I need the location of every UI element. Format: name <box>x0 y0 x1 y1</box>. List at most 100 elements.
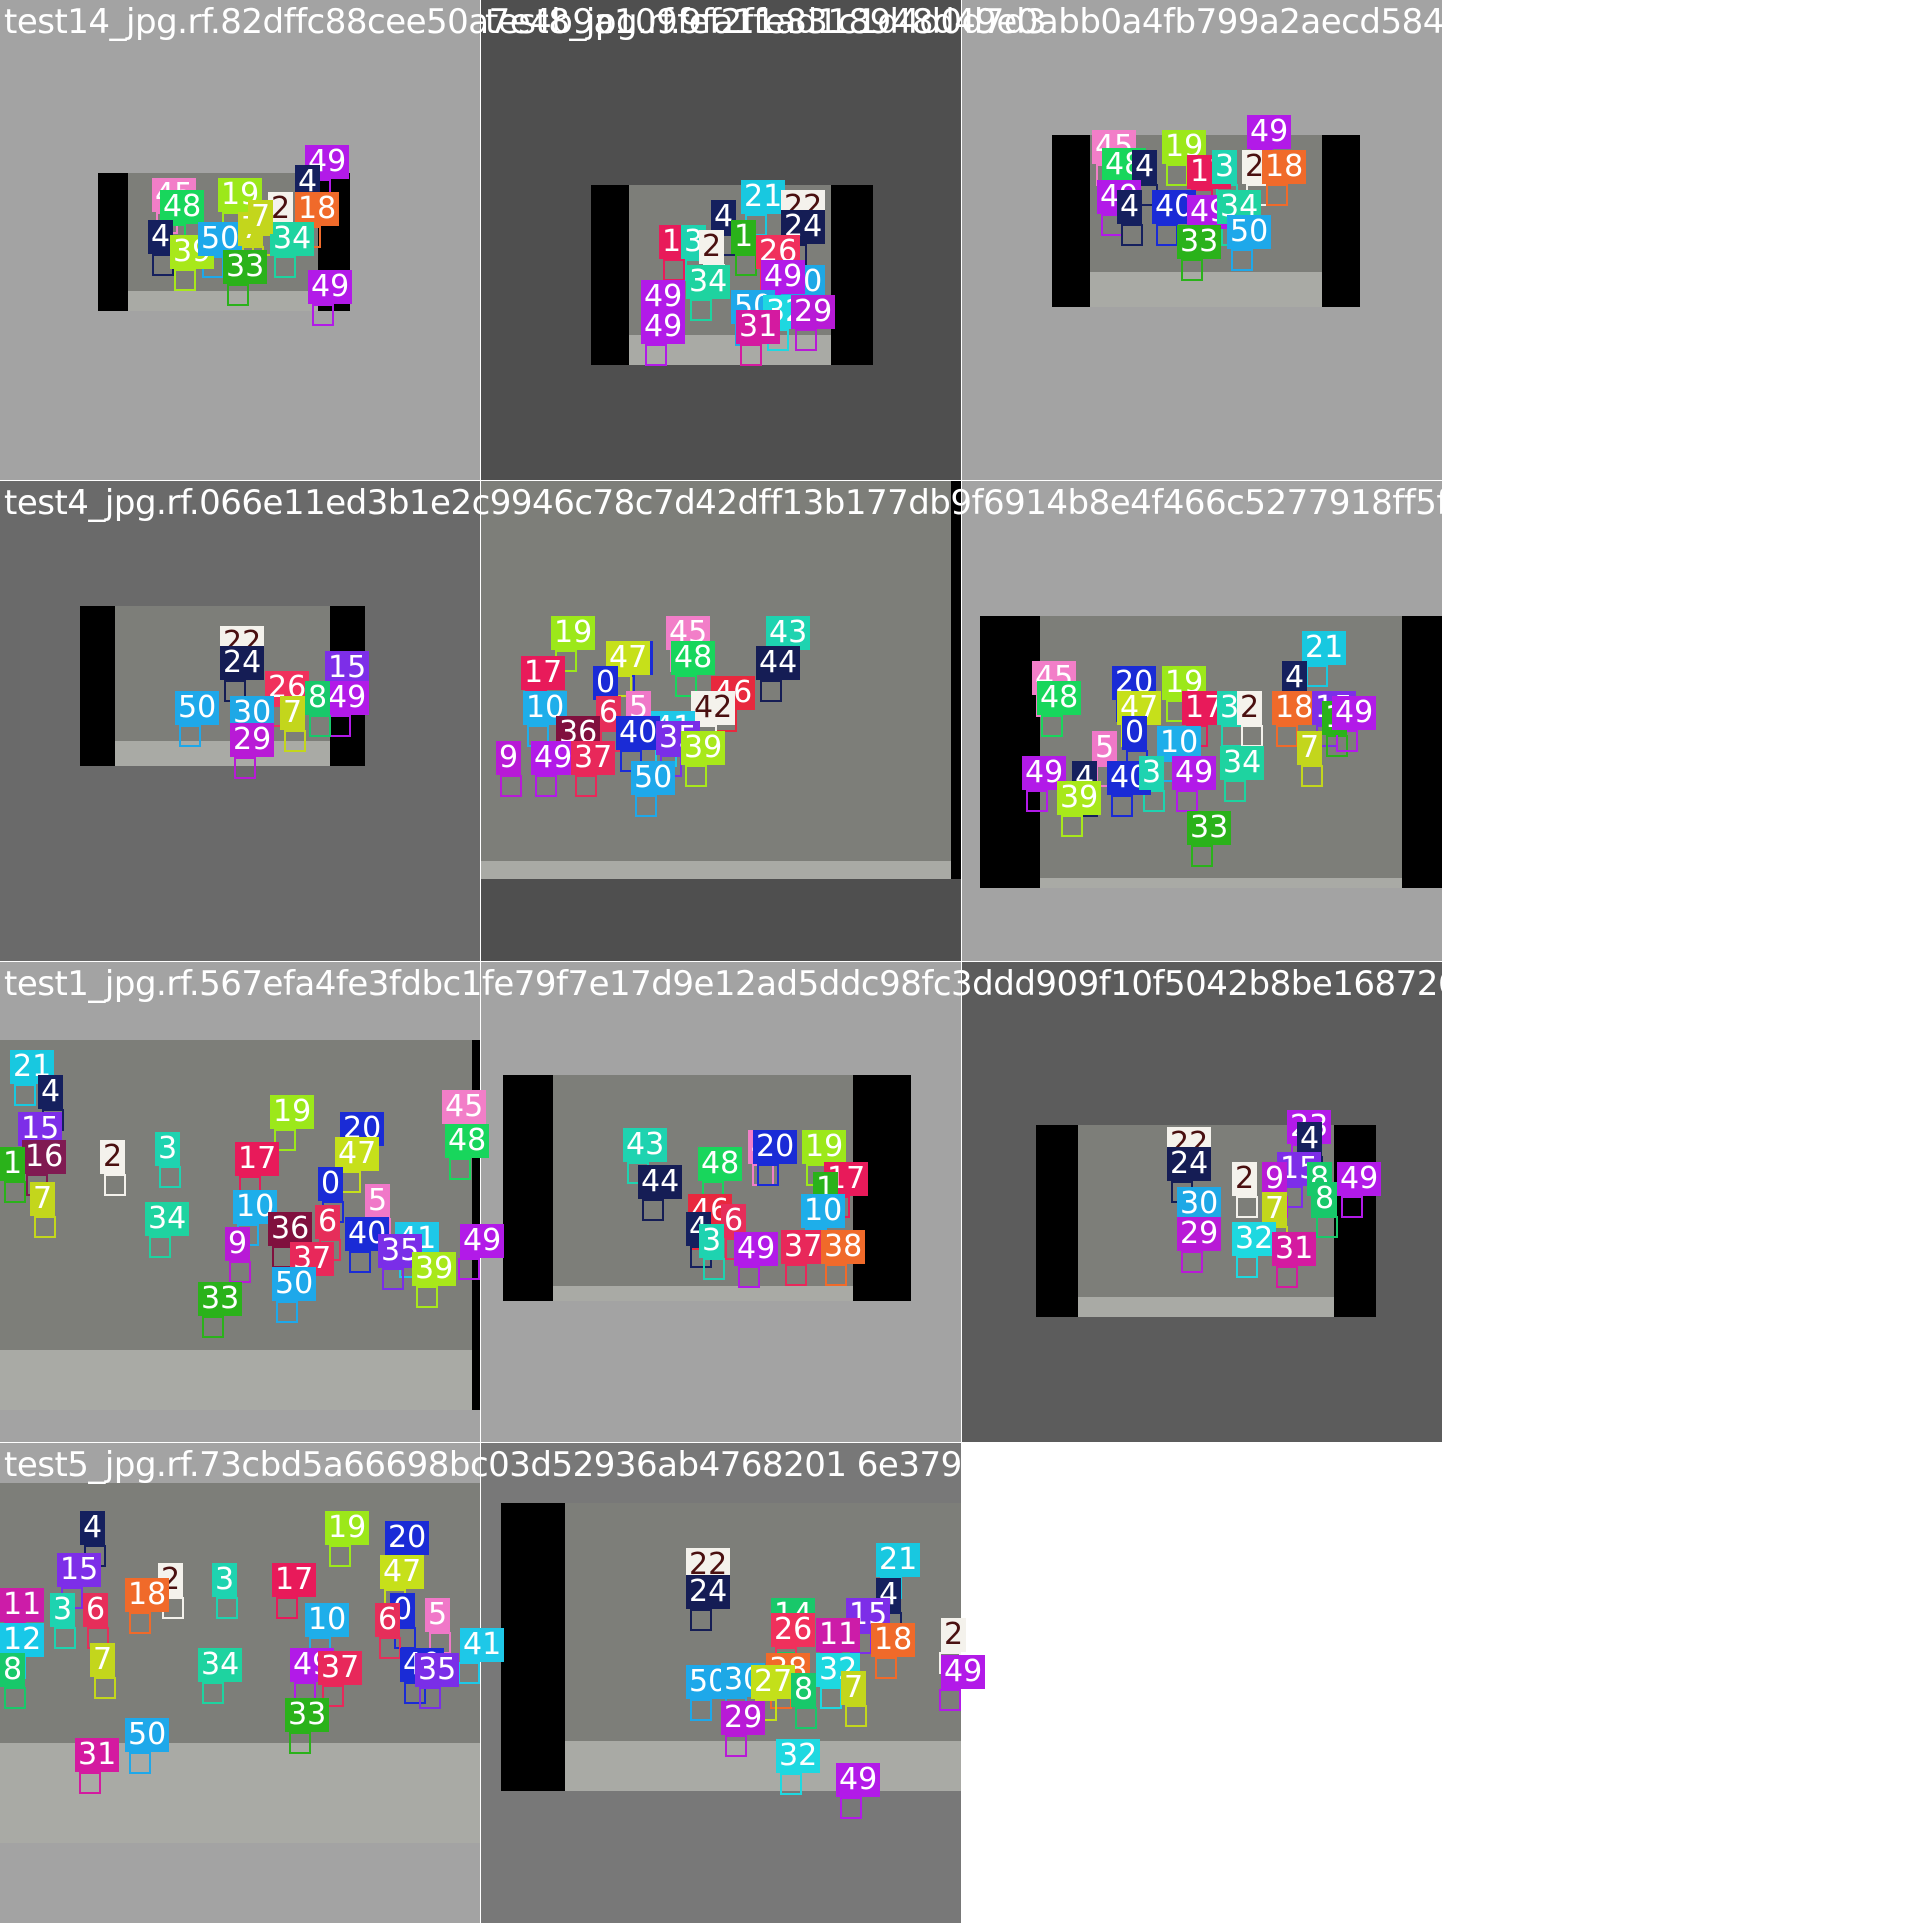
detection-label: 27 <box>751 1665 796 1699</box>
detection-label: 17 <box>272 1563 317 1597</box>
detection-box <box>329 1545 351 1567</box>
detection-label: 9 <box>496 741 522 775</box>
detection-box <box>1341 1196 1363 1218</box>
detection-label: 12 <box>0 1623 45 1657</box>
detection-box <box>274 1129 296 1151</box>
detection-box <box>703 1258 725 1280</box>
detection-box <box>94 1677 116 1699</box>
detection-label: 34 <box>686 265 731 299</box>
floor <box>80 741 365 766</box>
floor <box>0 1350 480 1410</box>
black-side-bar <box>1322 135 1360 307</box>
detection-box <box>274 256 296 278</box>
detection-label: 18 <box>125 1578 170 1612</box>
floor <box>98 291 350 311</box>
detection-box <box>276 1301 298 1323</box>
detection-label: 49 <box>836 1763 881 1797</box>
detection-label: 34 <box>270 222 315 256</box>
detection-label: 2 <box>699 230 725 264</box>
detection-box <box>575 775 597 797</box>
detection-label: 19 <box>270 1095 315 1129</box>
detection-label: 38 <box>821 1230 866 1264</box>
detection-box <box>202 1682 224 1704</box>
result-image-cell: 2144515192048161231747705341036640414993… <box>0 962 1692 1442</box>
detection-label: 7 <box>1297 731 1323 765</box>
detection-box <box>1166 164 1188 186</box>
black-side-bar <box>1402 616 1442 888</box>
detection-label: 49 <box>1247 115 1292 149</box>
result-image-cell: 4345201948441746141063493738 <box>481 962 961 1442</box>
detection-box <box>312 304 334 326</box>
detection-label: 4 <box>1282 661 1308 695</box>
result-image-cell: 232242415298498307293231 <box>962 962 1442 1442</box>
detection-label: 49 <box>941 1655 986 1689</box>
detection-label: 21 <box>10 1050 55 1084</box>
detection-label: 4 <box>711 200 737 234</box>
detection-box <box>1026 790 1048 812</box>
detection-label: 4 <box>148 220 174 254</box>
detection-box <box>322 1685 344 1707</box>
detection-label: 29 <box>230 723 275 757</box>
detection-label: 9 <box>1262 1162 1288 1196</box>
detection-box <box>825 1264 847 1286</box>
detection-box <box>14 1084 36 1106</box>
detection-label: 37 <box>571 741 616 775</box>
detection-label: 7 <box>248 200 274 234</box>
detection-label: 3 <box>699 1224 725 1258</box>
detection-box <box>329 715 351 737</box>
detection-label: 49 <box>1172 756 1217 790</box>
detection-box <box>735 254 757 276</box>
detection-label: 29 <box>791 295 836 329</box>
detection-label: 7 <box>841 1671 867 1705</box>
detection-label: 48 <box>698 1147 743 1181</box>
detection-label: 45 <box>442 1090 487 1124</box>
detection-label: 31 <box>736 310 781 344</box>
detection-label: 2 <box>941 1618 967 1652</box>
detection-box <box>229 1261 251 1283</box>
detection-label: 18 <box>871 1623 916 1657</box>
black-side-bar <box>503 1075 553 1301</box>
detection-label: 6 <box>375 1603 401 1637</box>
detection-label: 47 <box>380 1555 425 1589</box>
detection-label: 41 <box>460 1628 505 1662</box>
detection-label: 29 <box>721 1701 766 1735</box>
detection-box <box>289 1732 311 1754</box>
image-filename-title: test5_jpg.rf.73cbd5a66698bc03d52936ab476… <box>4 1445 1234 1485</box>
detection-box <box>1181 259 1203 281</box>
detection-label: 10 <box>801 1194 846 1228</box>
detection-label: 8 <box>791 1673 817 1707</box>
detection-box <box>1111 795 1133 817</box>
detection-label: 37 <box>781 1230 826 1264</box>
detection-box <box>1156 224 1178 246</box>
result-image-cell: 21422241732126493449304950322931test8_jp… <box>481 0 1047 480</box>
detection-box <box>34 1216 56 1238</box>
result-image-cell: 4945481941732184944049343350 <box>962 0 1442 480</box>
black-side-bar <box>1334 1125 1376 1317</box>
detection-box <box>276 1597 298 1619</box>
detection-label: 11 <box>816 1618 861 1652</box>
detection-label: 43 <box>623 1128 668 1162</box>
detection-label: 49 <box>1022 756 1067 790</box>
detection-label: 10 <box>305 1603 350 1637</box>
image-filename-title: test14_jpg.rf.82dffc88cee50a7e4b9a109fef… <box>4 2 1750 42</box>
detection-label: 5 <box>425 1598 451 1632</box>
floor <box>1052 272 1360 307</box>
detection-label: 34 <box>1220 746 1265 780</box>
detection-label: 50 <box>125 1718 170 1752</box>
detection-label: 4 <box>1117 190 1143 224</box>
black-side-bar <box>501 1503 565 1791</box>
detection-label: 0 <box>1122 716 1148 750</box>
detection-box <box>795 329 817 351</box>
detection-label: 5 <box>1092 731 1118 765</box>
detection-label: 24 <box>1167 1147 1212 1181</box>
detection-label: 3 <box>212 1563 238 1597</box>
detection-box <box>174 269 196 291</box>
detection-label: 7 <box>90 1643 116 1677</box>
detection-box <box>179 725 201 747</box>
detection-box <box>1266 184 1288 206</box>
detection-label: 39 <box>1057 781 1102 815</box>
floor <box>591 335 873 365</box>
detection-label: 33 <box>1177 225 1222 259</box>
detection-label: 50 <box>1227 215 1272 249</box>
